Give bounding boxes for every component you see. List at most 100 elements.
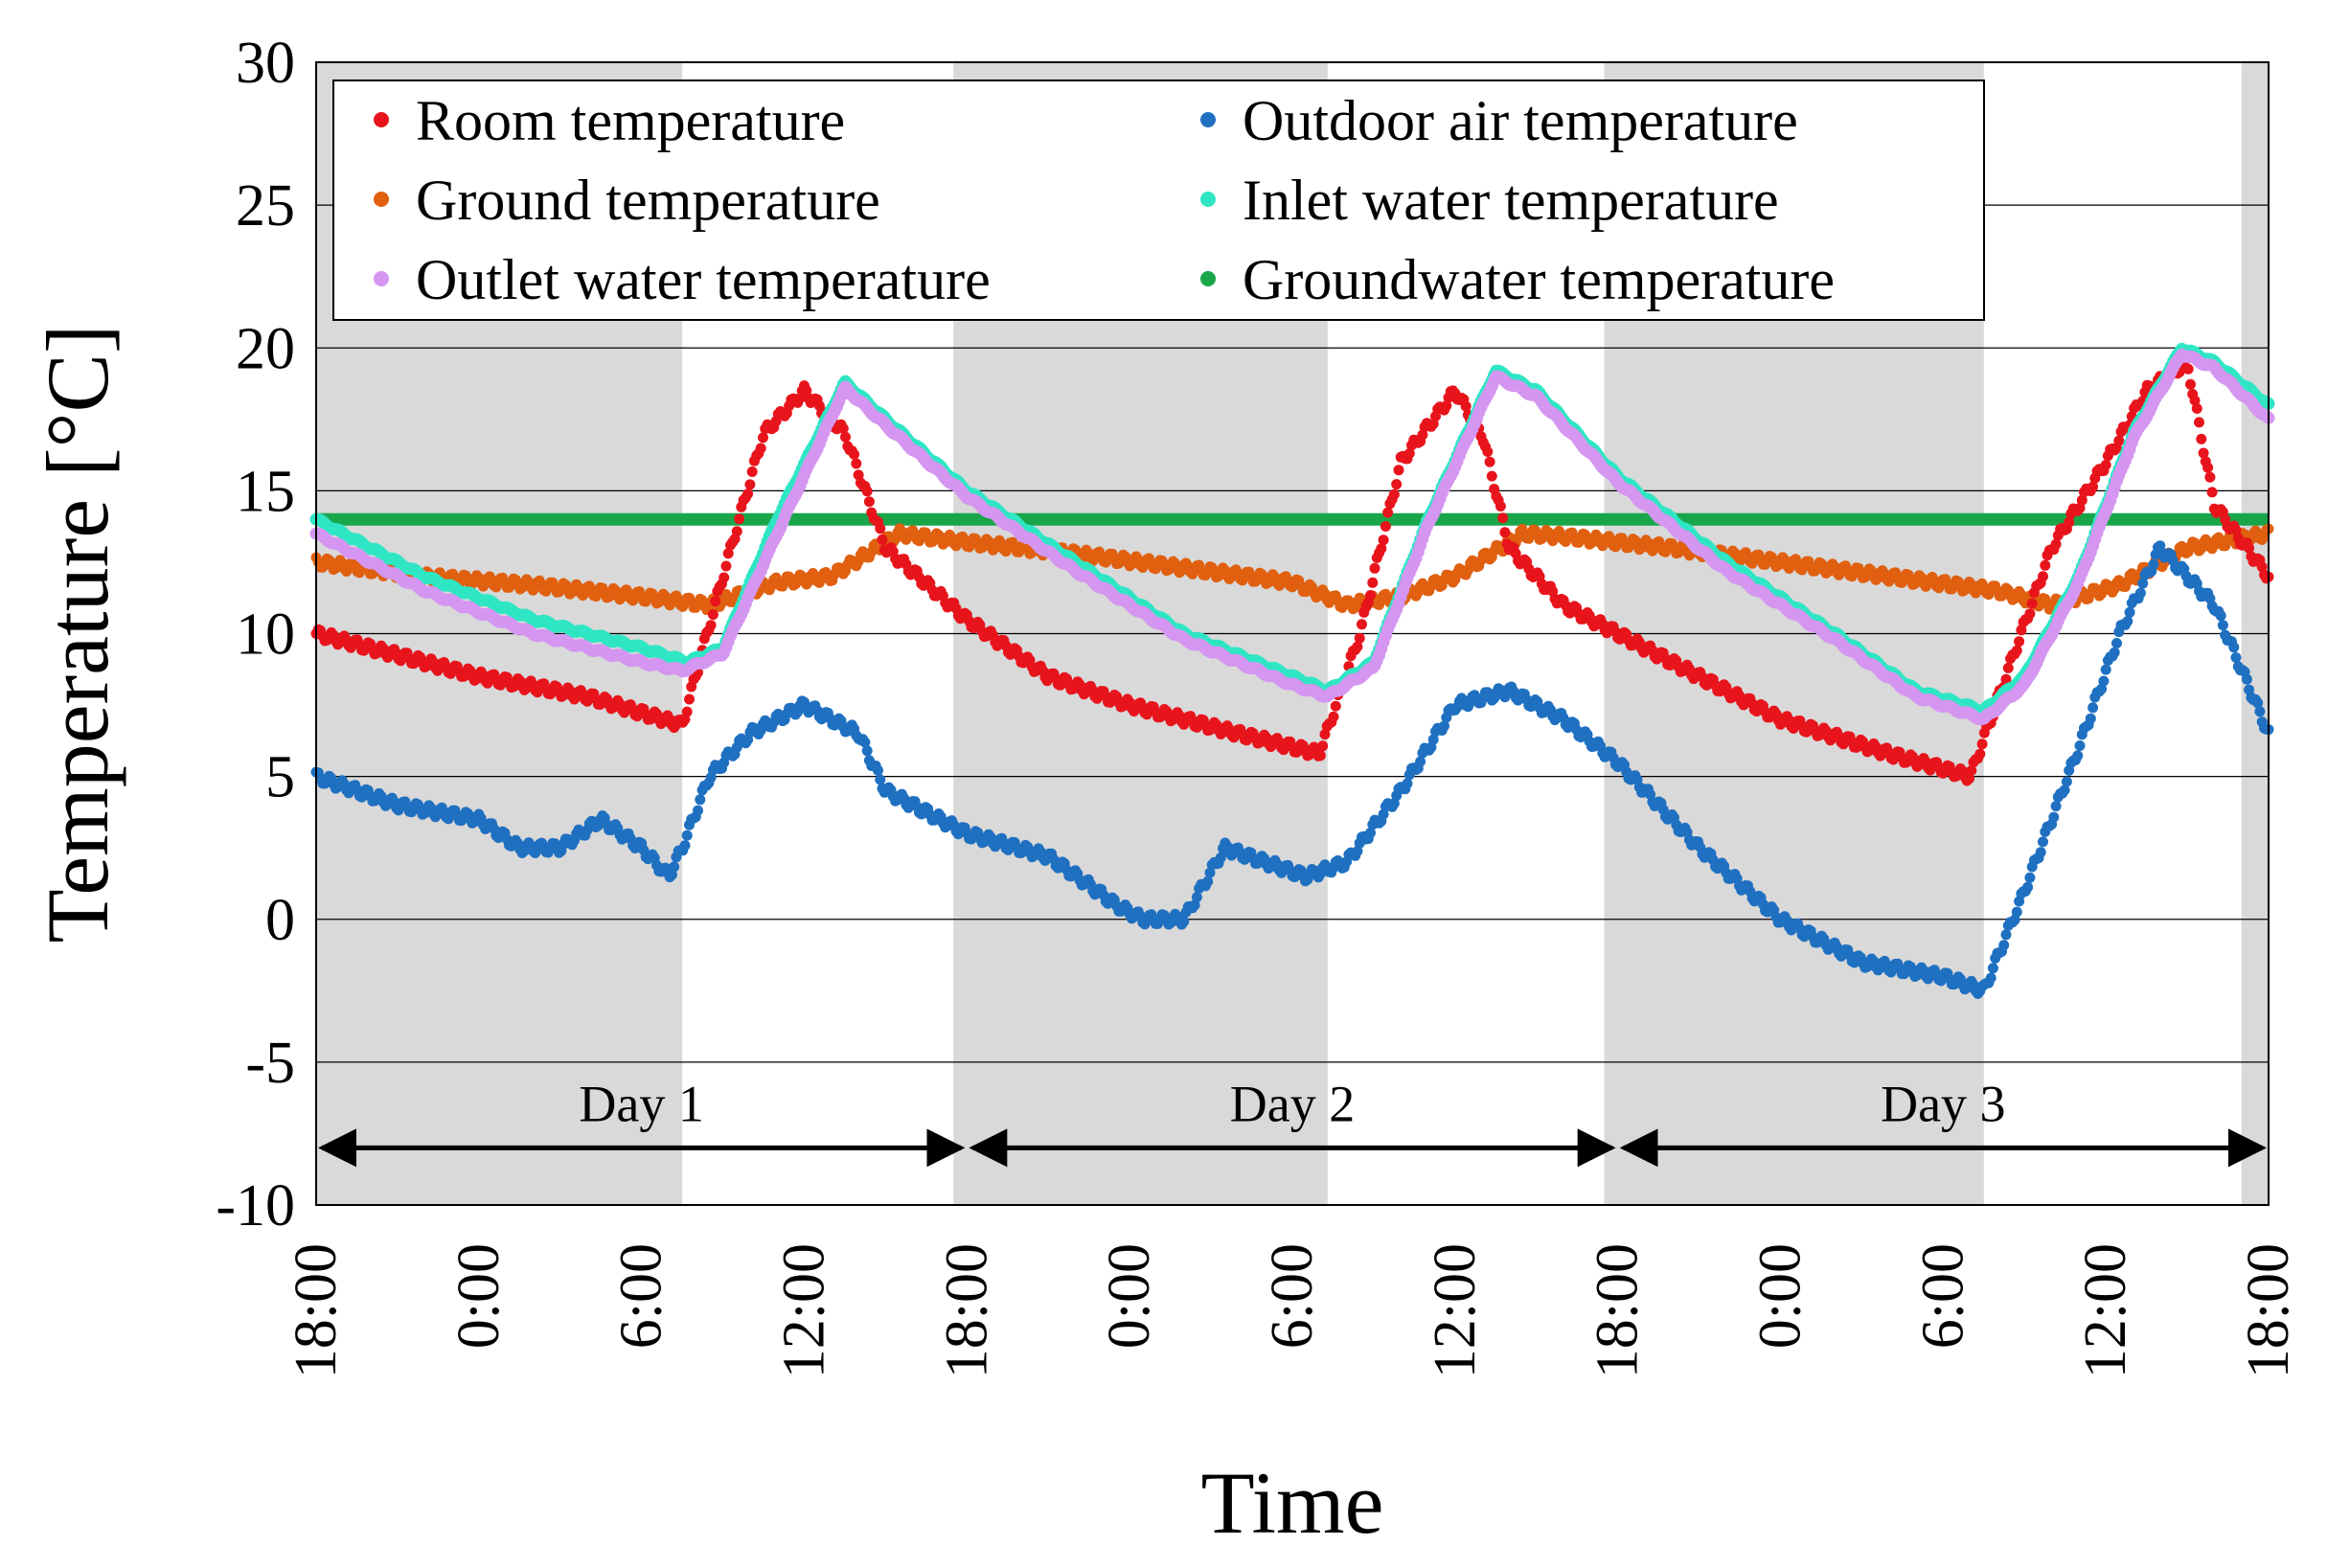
data-point	[2217, 620, 2228, 631]
data-point	[684, 693, 695, 705]
data-point	[695, 794, 706, 806]
data-point	[2137, 578, 2149, 589]
x-tick-label: 0:00	[446, 1243, 512, 1349]
data-point	[1314, 750, 1326, 761]
day-label: Day 3	[1881, 1075, 2005, 1132]
legend: Room temperature Outdoor air temperatureG…	[332, 80, 1985, 321]
data-point	[2206, 487, 2218, 498]
data-point	[2026, 598, 2038, 609]
data-point	[1964, 773, 1974, 784]
data-point	[1484, 456, 1495, 467]
data-point	[1998, 940, 2010, 951]
y-tick-label: -10	[216, 1173, 295, 1238]
data-point	[2011, 645, 2022, 656]
legend-marker	[374, 192, 389, 207]
data-point	[1328, 711, 1339, 722]
data-point	[840, 431, 851, 443]
data-point	[1357, 619, 1367, 630]
data-point	[669, 861, 680, 873]
x-tick-labels: 18:00 0:00 6:00 12:00 18:00 0:00 6:00 12:00 18:0…	[284, 1243, 2301, 1378]
data-point	[2016, 625, 2027, 636]
data-point	[2182, 363, 2194, 375]
data-point	[1352, 641, 1363, 652]
data-point	[1497, 512, 1509, 524]
data-point	[2252, 697, 2264, 709]
data-point	[2074, 740, 2086, 751]
legend-label: Room temperature	[416, 89, 845, 152]
y-tick-label: 10	[236, 602, 295, 668]
data-point	[2024, 608, 2036, 620]
data-point	[849, 448, 860, 460]
data-point	[2040, 559, 2051, 571]
data-point	[1365, 590, 1376, 601]
data-point	[2202, 462, 2214, 473]
data-series	[309, 342, 2275, 999]
data-point	[1376, 543, 1387, 555]
data-point	[2002, 662, 2014, 673]
legend-label: Outlet water temperature	[416, 248, 991, 311]
y-tick-label: 25	[236, 173, 295, 239]
data-point	[2109, 647, 2120, 658]
data-point	[758, 432, 768, 443]
data-point	[746, 466, 758, 477]
data-point	[2000, 929, 2012, 941]
legend-marker	[374, 112, 389, 127]
data-point	[2024, 872, 2036, 883]
data-point	[1317, 740, 1329, 752]
data-point	[681, 706, 693, 717]
data-point	[2111, 638, 2122, 648]
x-tick-label: 18:00	[1586, 1243, 1651, 1378]
data-point	[875, 774, 886, 785]
data-point	[2061, 776, 2072, 787]
data-point	[1499, 527, 1511, 538]
data-point	[1189, 899, 1200, 911]
data-point	[1460, 400, 1471, 412]
data-point	[2011, 906, 2022, 918]
data-point	[1482, 446, 1494, 457]
day-label: Day 2	[1230, 1075, 1355, 1132]
data-point	[2244, 542, 2255, 554]
data-point	[2113, 435, 2125, 446]
x-tick-label: 18:00	[284, 1243, 349, 1378]
x-tick-label: 6:00	[1260, 1243, 1325, 1349]
data-point	[2254, 706, 2266, 717]
data-point	[1191, 892, 1202, 903]
data-point	[1974, 748, 1986, 760]
data-point	[707, 609, 719, 621]
legend-item: Room temperature	[374, 89, 845, 152]
data-point	[1486, 470, 1497, 482]
data-point	[2050, 538, 2062, 550]
data-point	[755, 443, 766, 454]
y-tick-label: 5	[265, 745, 295, 810]
data-point	[744, 479, 756, 490]
data-point	[1378, 534, 1389, 546]
data-point	[2100, 460, 2111, 470]
data-point	[859, 737, 871, 748]
data-point	[710, 596, 721, 607]
y-tick-label: 30	[236, 31, 295, 96]
data-point	[877, 534, 888, 545]
legend-label: Groundwater temperature	[1243, 248, 1835, 311]
day-annotations: Day 1 Day 2 Day 3	[318, 1075, 2267, 1168]
data-point	[719, 572, 730, 583]
data-point	[1494, 501, 1506, 511]
data-point	[1178, 916, 1190, 927]
data-point	[1441, 400, 1452, 412]
data-point	[1402, 778, 1413, 789]
data-point	[2100, 664, 2111, 675]
legend-marker	[1200, 192, 1216, 207]
data-point	[2048, 811, 2060, 823]
legend-label: Ground temperature	[416, 169, 880, 232]
x-axis-title: Time	[1201, 1454, 1384, 1552]
data-point	[1987, 963, 1998, 974]
data-point	[2014, 636, 2025, 648]
x-tick-label: 6:00	[609, 1243, 674, 1349]
data-point	[2096, 683, 2108, 694]
data-point	[1215, 852, 1226, 863]
data-point	[1382, 507, 1394, 518]
data-point	[2022, 881, 2034, 893]
data-point	[1439, 720, 1449, 732]
day-label: Day 1	[579, 1075, 703, 1132]
